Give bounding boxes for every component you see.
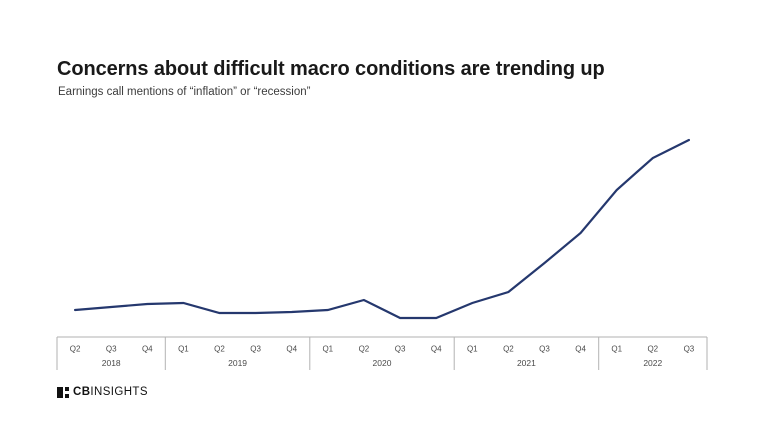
x-tick-label: Q2 <box>70 345 81 354</box>
x-tick-label: Q4 <box>142 345 153 354</box>
year-label: 2022 <box>643 358 662 368</box>
x-tick-label: Q3 <box>106 345 117 354</box>
x-tick-label: Q3 <box>684 345 695 354</box>
x-tick-label: Q1 <box>178 345 189 354</box>
x-tick-label: Q1 <box>467 345 478 354</box>
year-label: 2018 <box>102 358 121 368</box>
x-tick-label: Q1 <box>611 345 622 354</box>
x-tick-label: Q3 <box>250 345 261 354</box>
cbinsights-logo: CBINSIGHTS <box>57 386 148 399</box>
x-tick-label: Q2 <box>359 345 370 354</box>
x-tick-label: Q4 <box>286 345 297 354</box>
x-tick-label: Q2 <box>647 345 658 354</box>
cbinsights-logo-text: CBINSIGHTS <box>73 386 148 399</box>
x-tick-label: Q2 <box>214 345 225 354</box>
logo-text-cb: CB <box>73 386 91 398</box>
x-tick-label: Q4 <box>431 345 442 354</box>
x-tick-label: Q2 <box>503 345 514 354</box>
year-label: 2019 <box>228 358 247 368</box>
year-label: 2020 <box>373 358 392 368</box>
x-tick-label: Q3 <box>539 345 550 354</box>
logo-text-insights: INSIGHTS <box>90 386 148 398</box>
mentions-trend-line <box>73 138 691 320</box>
x-tick-label: Q1 <box>322 345 333 354</box>
chart-title: Concerns about difficult macro condition… <box>57 58 605 80</box>
x-tick-label: Q3 <box>395 345 406 354</box>
year-label: 2021 <box>517 358 536 368</box>
x-tick-label: Q4 <box>575 345 586 354</box>
chart-subtitle: Earnings call mentions of “inflation” or… <box>58 86 311 98</box>
cbinsights-logo-icon <box>57 387 69 399</box>
